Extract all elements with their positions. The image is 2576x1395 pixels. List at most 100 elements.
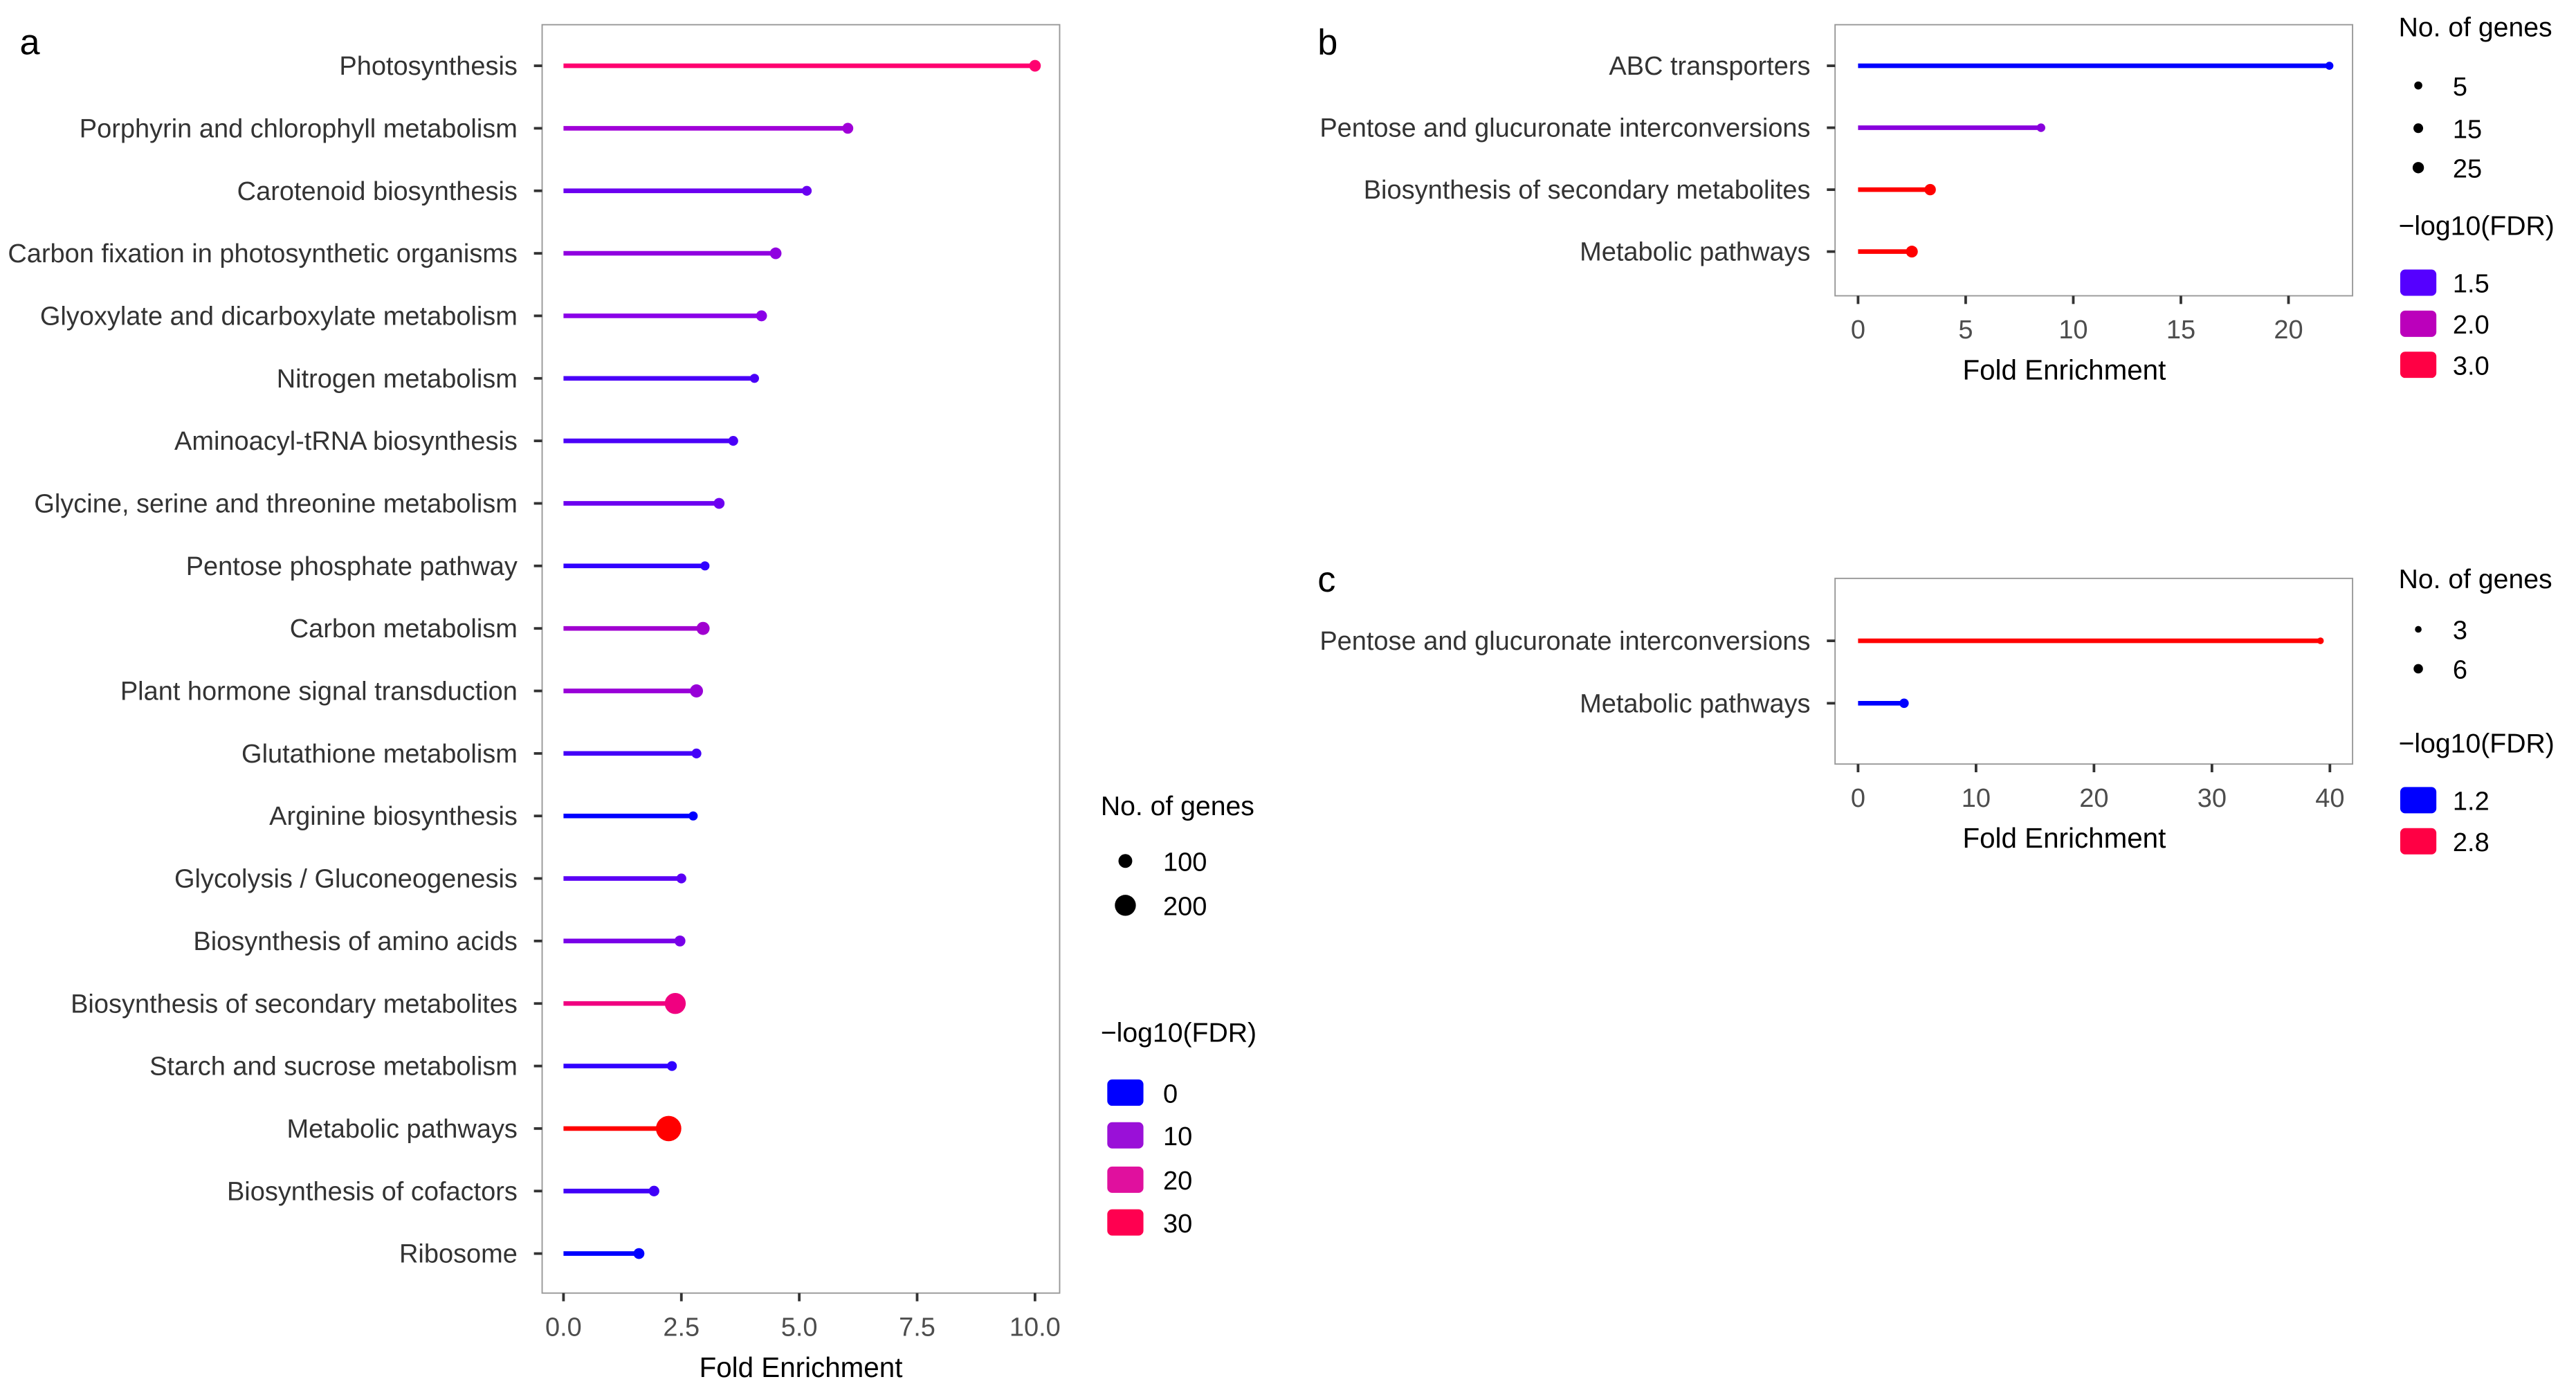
size-legend-dot <box>2414 81 2422 90</box>
size-legend-title: No. of genes <box>2399 565 2552 594</box>
x-tick-label: 30 <box>2198 784 2227 813</box>
x-tick-label: 0.0 <box>545 1313 582 1342</box>
x-tick-label: 0 <box>1851 784 1865 813</box>
color-legend-label: 2.0 <box>2453 311 2490 340</box>
y-tick-label: Biosynthesis of amino acids <box>193 927 518 956</box>
color-legend-label: 3.0 <box>2453 352 2490 381</box>
y-tick-label: Starch and sucrose metabolism <box>149 1052 518 1082</box>
color-legend-swatch <box>2400 269 2437 296</box>
y-tick-label: Metabolic pathways <box>1580 238 1810 267</box>
lollipop-point <box>769 247 782 259</box>
size-legend-label: 25 <box>2453 155 2482 184</box>
lollipop-point <box>1906 246 1918 258</box>
size-legend-label: 6 <box>2453 656 2467 685</box>
y-tick-label: Porphyrin and chlorophyll metabolism <box>80 114 518 143</box>
lollipop-point <box>842 122 854 134</box>
plot-panel-c <box>1834 577 2354 765</box>
lollipop-point <box>2036 123 2045 132</box>
lollipop-point <box>1924 183 1936 196</box>
size-legend-label: 200 <box>1163 893 1207 922</box>
lollipop-point <box>749 374 759 383</box>
y-tick-label: Pentose phosphate pathway <box>186 552 518 581</box>
y-tick-label: Nitrogen metabolism <box>277 365 518 394</box>
y-tick-label: Metabolic pathways <box>286 1115 517 1144</box>
x-tick-label: 40 <box>2315 784 2344 813</box>
plot-panel-b <box>1834 24 2354 297</box>
y-tick-label: ABC transporters <box>1609 52 1810 81</box>
size-legend-dot <box>1115 895 1136 916</box>
color-legend-label: 1.5 <box>2453 270 2490 299</box>
y-tick-label: Carbon fixation in photosynthetic organi… <box>8 239 518 268</box>
y-tick-label: Glyoxylate and dicarboxylate metabolism <box>40 302 518 331</box>
color-legend-swatch <box>1107 1209 1144 1236</box>
x-tick-label: 10 <box>1962 784 1991 813</box>
x-tick-label: 0 <box>1851 316 1865 345</box>
lollipop-point <box>690 684 704 698</box>
x-axis-title: Fold Enrichment <box>1962 354 2166 386</box>
y-tick-label: Plant hormone signal transduction <box>120 677 518 706</box>
panel-label-b: b <box>1317 22 1337 62</box>
x-tick-label: 20 <box>2079 784 2108 813</box>
y-tick-label: Glycolysis / Gluconeogenesis <box>174 865 518 894</box>
x-axis-title: Fold Enrichment <box>700 1351 903 1383</box>
y-tick-label: Biosynthesis of cofactors <box>227 1177 518 1206</box>
x-tick-label: 10.0 <box>1010 1313 1061 1342</box>
lollipop-point <box>674 935 686 947</box>
lollipop-point <box>656 1115 682 1142</box>
lollipop-point <box>713 498 725 509</box>
y-tick-label: Biosynthesis of secondary metabolites <box>1364 176 1811 205</box>
x-tick-label: 7.5 <box>899 1313 935 1342</box>
y-tick-label: Glycine, serine and threonine metabolism <box>34 490 518 519</box>
lollipop-point <box>688 811 698 821</box>
size-legend-title: No. of genes <box>2399 12 2552 42</box>
x-tick-label: 20 <box>2274 316 2303 345</box>
lollipop-point <box>728 436 738 446</box>
y-tick-label: Pentose and glucuronate interconversions <box>1319 627 1810 656</box>
y-tick-label: Metabolic pathways <box>1580 689 1810 718</box>
lollipop-point <box>648 1185 659 1196</box>
x-tick-label: 2.5 <box>663 1313 700 1342</box>
lollipop-point <box>700 561 710 571</box>
y-tick-label: Carotenoid biosynthesis <box>237 177 518 206</box>
color-legend-label: 30 <box>1163 1210 1192 1239</box>
y-tick-label: Pentose and glucuronate interconversions <box>1319 114 1810 143</box>
lollipop-point <box>667 1061 677 1071</box>
y-tick-label: Ribosome <box>399 1240 518 1269</box>
color-legend-swatch <box>2400 828 2437 855</box>
color-legend-swatch <box>2400 310 2437 337</box>
lollipop-point <box>676 873 686 884</box>
color-legend-swatch <box>2400 787 2437 814</box>
x-tick-label: 10 <box>2058 316 2088 345</box>
color-legend-swatch <box>1107 1079 1144 1106</box>
lollipop-point <box>2317 637 2324 644</box>
size-legend-label: 15 <box>2453 116 2482 145</box>
lollipop-point <box>756 310 767 322</box>
color-legend-title: −log10(FDR) <box>2399 212 2555 241</box>
color-legend-label: 0 <box>1163 1079 1178 1109</box>
y-tick-label: Photosynthesis <box>339 52 518 81</box>
y-tick-label: Carbon metabolism <box>290 614 518 644</box>
lollipop-point <box>801 185 812 196</box>
plot-panel-a <box>541 24 1061 1294</box>
panel-label-c: c <box>1317 560 1335 600</box>
color-legend-swatch <box>2400 352 2437 379</box>
size-legend-dot <box>2413 664 2423 674</box>
size-legend-dot <box>2412 162 2424 174</box>
size-legend-label: 100 <box>1163 848 1207 877</box>
lollipop-point <box>664 993 686 1014</box>
y-tick-label: Biosynthesis of secondary metabolites <box>71 990 518 1019</box>
x-axis-title: Fold Enrichment <box>1962 822 2166 854</box>
y-tick-label: Glutathione metabolism <box>241 740 518 769</box>
size-legend-dot <box>2413 123 2424 134</box>
color-legend-label: 1.2 <box>2453 787 2490 817</box>
x-tick-label: 15 <box>2166 316 2195 345</box>
size-legend-label: 5 <box>2453 73 2467 102</box>
size-legend-dot <box>2415 626 2422 633</box>
x-tick-label: 5.0 <box>781 1313 818 1342</box>
color-legend-swatch <box>1107 1166 1144 1193</box>
color-legend-title: −log10(FDR) <box>1101 1018 1257 1048</box>
color-legend-label: 2.8 <box>2453 828 2490 857</box>
size-legend-title: No. of genes <box>1101 792 1254 821</box>
color-legend-label: 20 <box>1163 1167 1192 1196</box>
color-legend-title: −log10(FDR) <box>2399 729 2555 759</box>
